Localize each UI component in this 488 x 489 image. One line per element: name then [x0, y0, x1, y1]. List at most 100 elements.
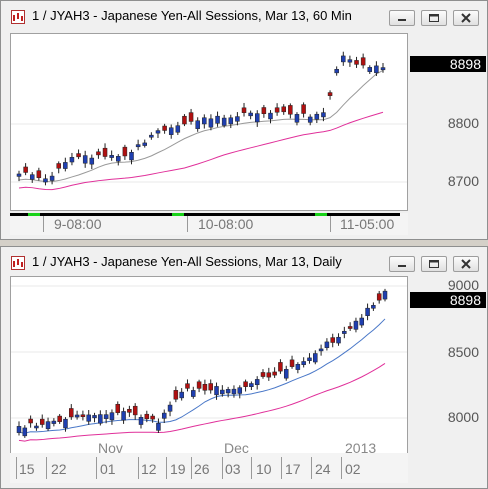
- maximize-icon: [429, 14, 439, 22]
- moving-average-line: [18, 362, 386, 442]
- candle-body: [135, 144, 141, 148]
- candle-body: [36, 170, 42, 178]
- candle-body: [142, 142, 147, 146]
- candle-body: [122, 146, 128, 157]
- candle-body: [241, 107, 247, 113]
- candle-body: [274, 107, 280, 113]
- candle-body: [231, 388, 237, 395]
- candle-body: [45, 421, 51, 430]
- x-axis-label: 10-08:00: [198, 216, 254, 232]
- month-label: 2013: [345, 440, 377, 456]
- candle-body: [283, 369, 289, 379]
- title-bar[interactable]: 1 / JYAH3 - Japanese Yen-All Sessions, M…: [1, 1, 487, 31]
- x-axis-label: 26: [194, 461, 210, 477]
- candle-body: [327, 92, 333, 96]
- candle-body: [51, 420, 57, 424]
- x-axis-label: 02: [345, 461, 361, 477]
- candle-body: [29, 174, 35, 180]
- candle-body: [115, 403, 121, 413]
- close-button[interactable]: [453, 256, 479, 272]
- candle-body: [318, 348, 324, 352]
- candle-body: [16, 426, 22, 433]
- candle-body: [74, 414, 80, 418]
- x-axis-label: 24: [315, 461, 331, 477]
- moving-average-line: [18, 111, 384, 191]
- x-axis-label: 19: [170, 461, 186, 477]
- candle-body: [156, 423, 161, 431]
- candle-body: [109, 412, 115, 421]
- candle-body: [294, 114, 300, 123]
- candle-body: [260, 372, 266, 377]
- candle-body: [80, 414, 86, 417]
- month-label: Nov: [98, 440, 123, 456]
- candle-body: [56, 163, 61, 169]
- candle-body: [127, 408, 132, 413]
- candle-body: [301, 361, 306, 365]
- candle-body: [208, 118, 214, 128]
- price-plot-60min[interactable]: [10, 33, 408, 211]
- candle-body: [92, 415, 97, 419]
- x-axis-label: 01: [100, 461, 116, 477]
- chart-window-daily: 1 / JYAH3 - Japanese Yen-All Sessions, M…: [0, 246, 488, 489]
- candle-body: [215, 115, 220, 124]
- candle-body: [248, 112, 253, 117]
- candle-body: [221, 117, 227, 126]
- candle-body: [313, 353, 318, 363]
- minimize-button[interactable]: [389, 256, 415, 272]
- y-axis-label: 8800: [447, 115, 479, 131]
- title-bar[interactable]: 1 / JYAH3 - Japanese Yen-All Sessions, M…: [1, 247, 487, 277]
- x-axis-label: 11-05:00: [340, 216, 395, 232]
- candle-body: [341, 55, 346, 63]
- session-markers: [28, 213, 327, 216]
- candle-body: [330, 337, 335, 343]
- candle-body: [342, 330, 347, 334]
- candle-body: [34, 425, 39, 429]
- candle-body: [261, 107, 267, 115]
- candle-body: [281, 106, 286, 113]
- candle-body: [89, 157, 95, 165]
- moving-average-line: [18, 69, 384, 183]
- candle-body: [371, 305, 376, 309]
- candle-body: [255, 113, 260, 123]
- price-plot-daily[interactable]: [10, 276, 408, 454]
- candle-body: [301, 104, 306, 114]
- candle-body: [138, 417, 144, 425]
- candlestick-chart-60min: [11, 51, 407, 191]
- candle-body: [162, 125, 167, 131]
- candle-body: [220, 389, 225, 395]
- candle-body: [121, 411, 126, 421]
- candle-body: [365, 307, 370, 316]
- candle-body: [380, 67, 386, 71]
- candle-body: [39, 418, 45, 425]
- maximize-button[interactable]: [421, 256, 447, 272]
- candle-body: [307, 357, 312, 361]
- y-axis-label: 8500: [447, 344, 479, 360]
- maximize-button[interactable]: [421, 10, 447, 26]
- x-axis-label: 15: [19, 461, 35, 477]
- candle-body: [196, 381, 202, 389]
- window-title: 1 / JYAH3 - Japanese Yen-All Sessions, M…: [32, 8, 352, 23]
- candle-body: [295, 364, 301, 370]
- last-price-tag: 8898: [410, 56, 486, 72]
- candle-body: [188, 112, 194, 122]
- candle-body: [307, 116, 313, 123]
- close-button[interactable]: [453, 10, 479, 26]
- candle-body: [237, 387, 243, 394]
- candle-body: [254, 379, 260, 386]
- candle-body: [367, 67, 373, 72]
- candle-body: [82, 155, 88, 164]
- candle-body: [225, 389, 231, 394]
- month-label: Dec: [224, 440, 249, 456]
- candle-body: [109, 155, 114, 158]
- x-axis-daily: Nov Dec 2013 15 22 01 12 19 26 03 10 17 …: [10, 440, 408, 483]
- candle-body: [374, 65, 379, 74]
- candle-body: [191, 390, 196, 397]
- candle-body: [214, 386, 219, 396]
- y-axis-label: 8000: [447, 409, 479, 425]
- x-axis-60min: 9-08:00 10-08:00 11-05:00: [10, 213, 408, 235]
- candle-body: [249, 383, 254, 387]
- minimize-button[interactable]: [389, 10, 415, 26]
- x-axis-label: 22: [51, 461, 67, 477]
- candle-body: [359, 317, 365, 326]
- candle-body: [382, 290, 388, 300]
